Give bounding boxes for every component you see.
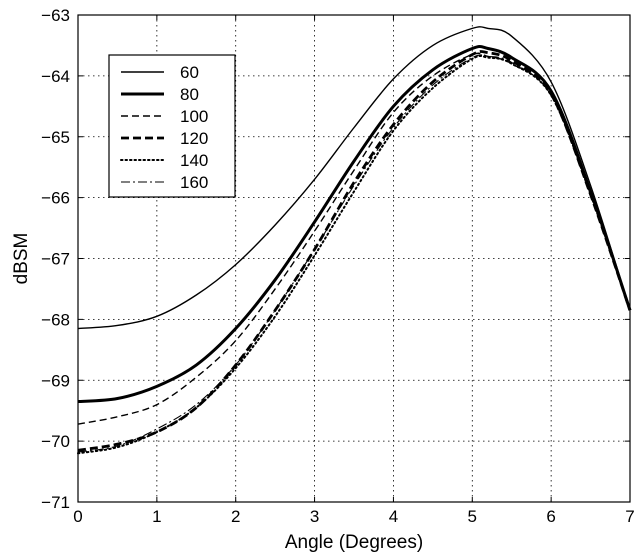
series-line-60 [77,26,631,330]
x-axis-label: Angle (Degrees) [285,532,423,553]
label-layer: Angle (Degrees) dBSM [11,233,423,553]
series-line-80 [77,45,632,404]
legend-label-160: 160 [180,173,208,192]
series-layer [77,26,632,455]
y-tick-label: −71 [41,493,70,512]
legend-label-60: 60 [180,63,199,82]
series-line-160 [77,54,631,453]
y-tick-label: −66 [41,189,70,208]
y-tick-label: −67 [41,250,70,269]
x-tick-label: 7 [625,507,634,526]
x-tick-label: 4 [389,507,398,526]
legend-label-100: 100 [180,107,208,126]
x-tick-label: 5 [468,507,477,526]
y-tick-label: −63 [41,6,70,25]
legend-box [108,54,236,198]
y-tick-label: −64 [41,67,70,86]
legend-label-140: 140 [180,151,208,170]
x-tick-label: 6 [546,507,555,526]
y-tick-label: −65 [41,128,70,147]
legend-label-120: 120 [180,129,208,148]
legend: 60 80 100 120 140 160 [108,54,236,198]
x-tick-label: 1 [152,507,161,526]
y-tick-label: −68 [41,310,70,329]
legend-label-80: 80 [180,85,199,104]
x-tick-label: 0 [73,507,82,526]
series-line-120 [77,50,632,452]
tick-layer: 0 1 2 3 4 5 6 7 −71 −70 −69 −68 −67 −66 −65 −64 −63 [41,6,635,526]
y-tick-label: −69 [41,371,70,390]
x-tick-label: 3 [310,507,319,526]
y-axis-label: dBSM [11,233,32,285]
x-tick-label: 2 [231,507,240,526]
y-tick-label: −70 [41,432,70,451]
